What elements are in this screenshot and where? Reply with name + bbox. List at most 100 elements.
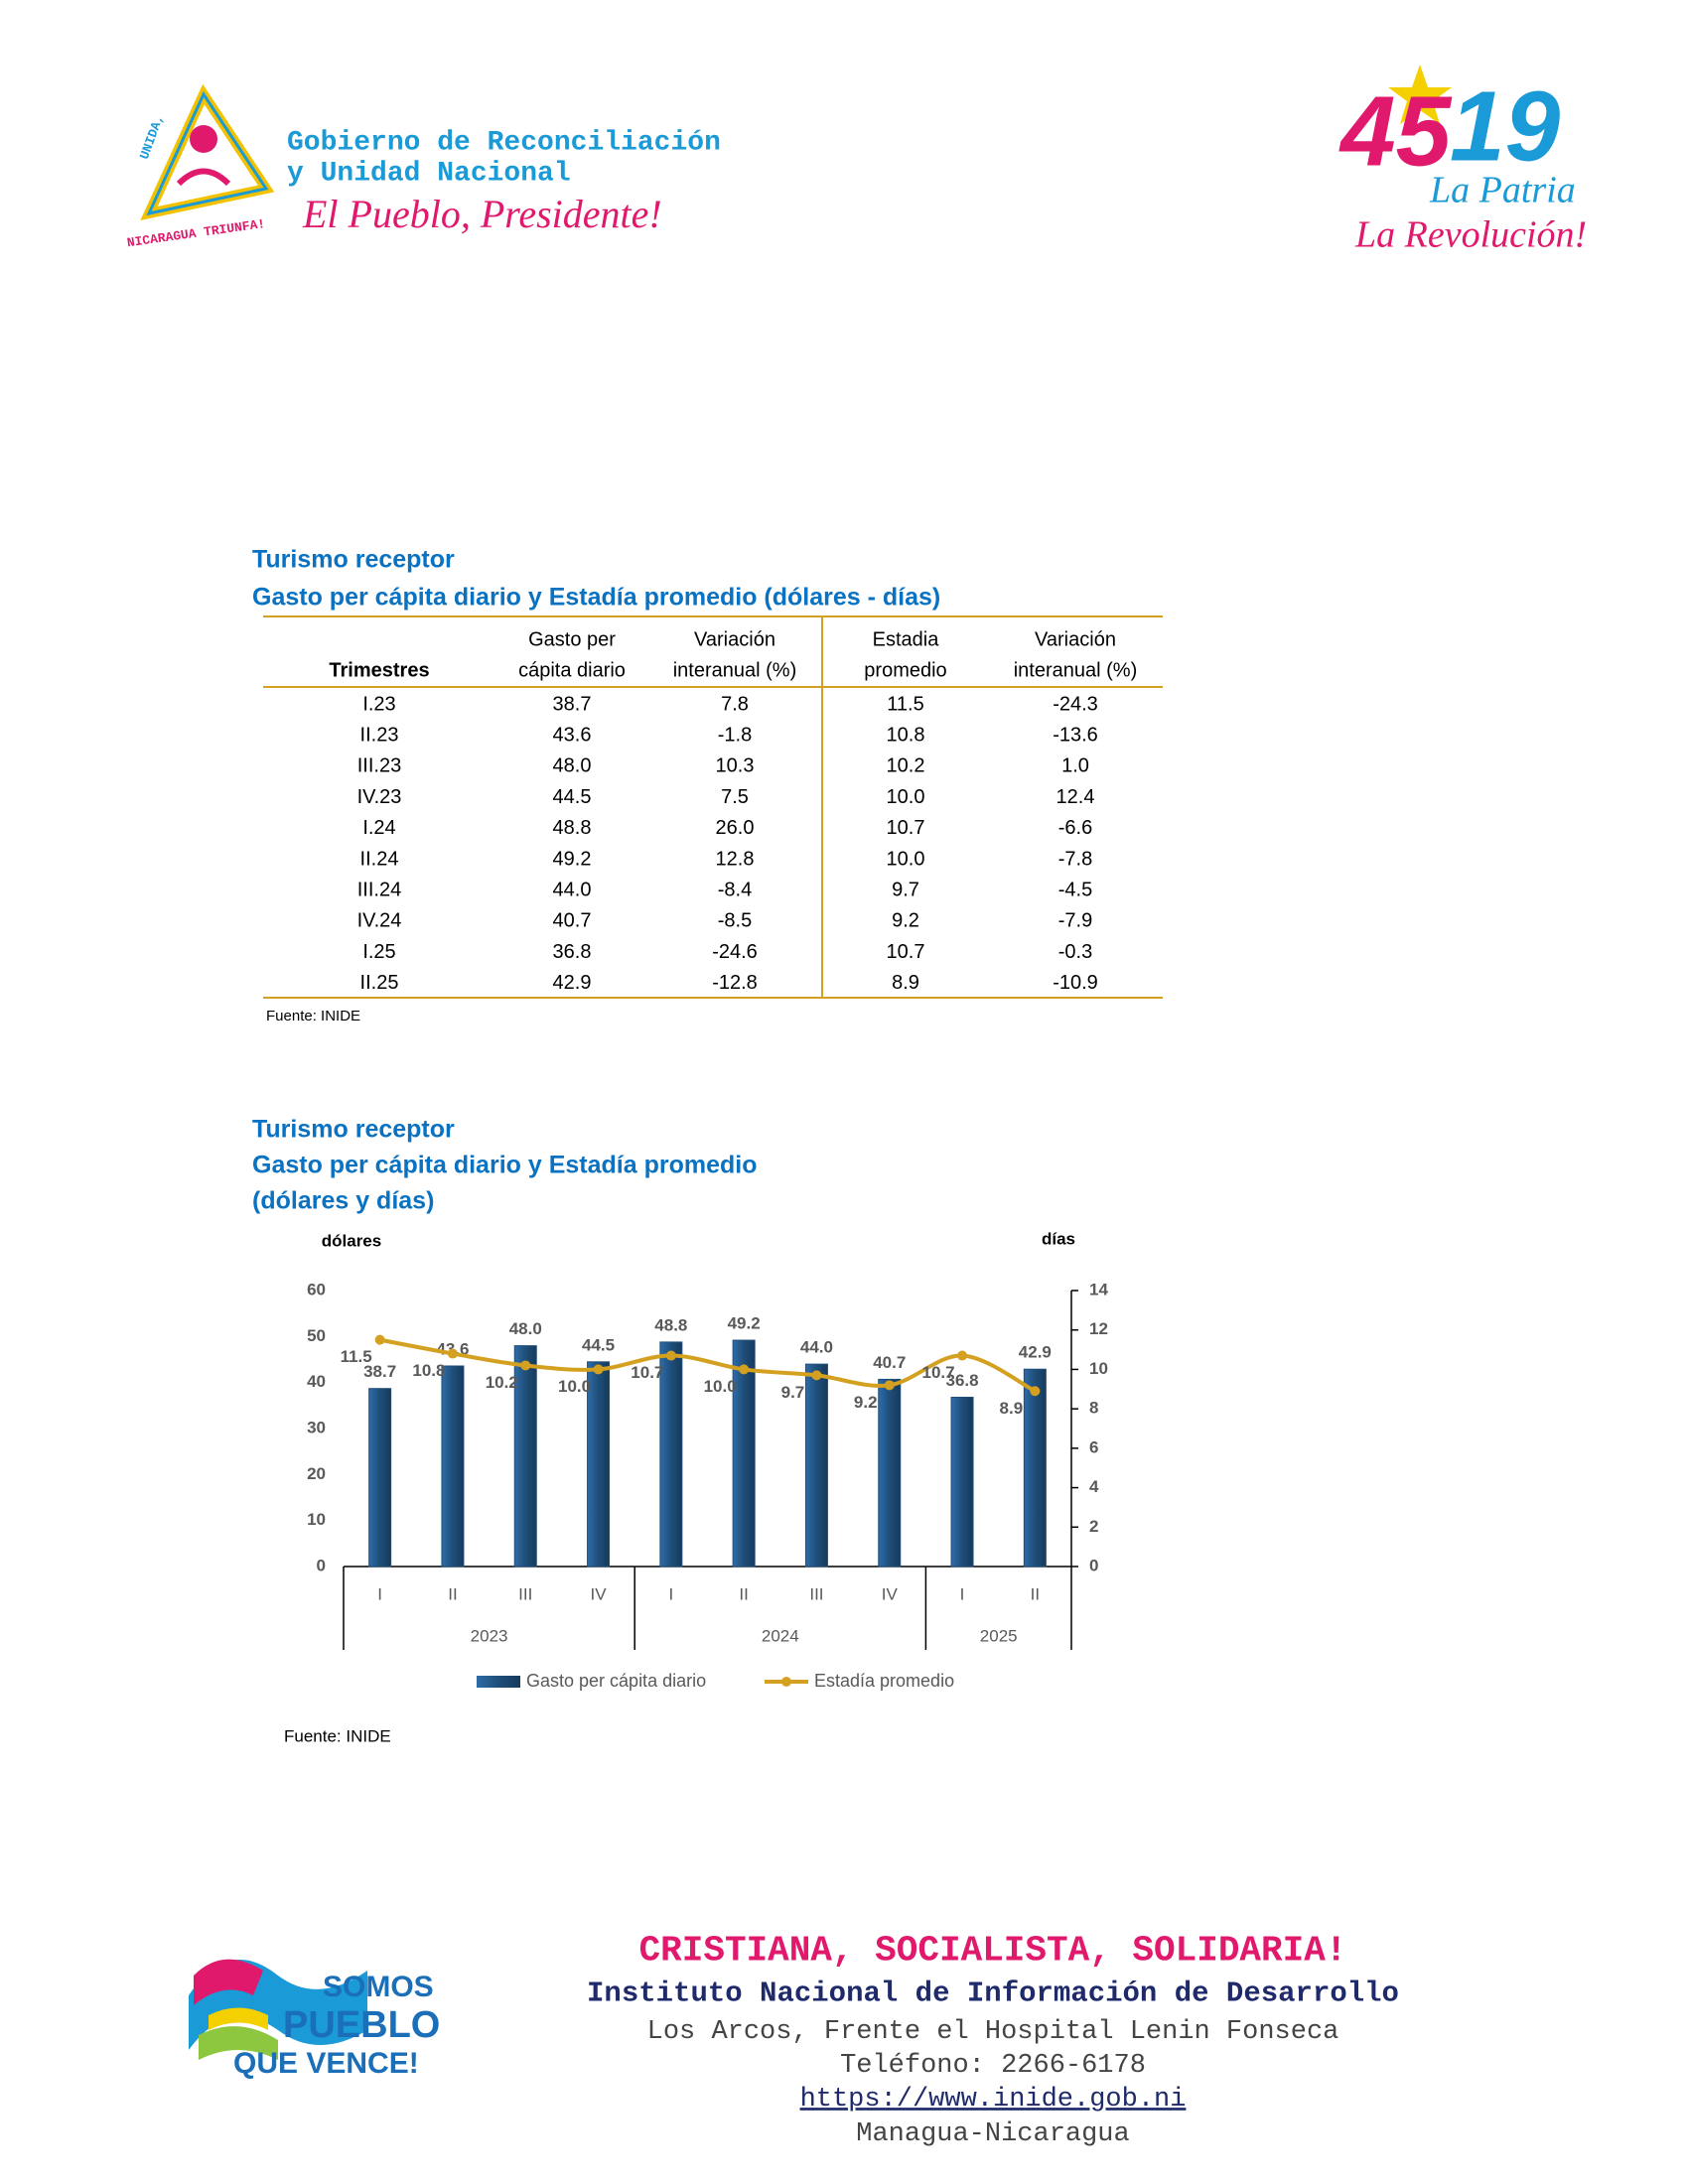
data-label: 48.0: [509, 1319, 542, 1338]
bar: [1023, 1368, 1047, 1568]
table-subtitle: Gasto per cápita diario y Estadía promed…: [252, 584, 940, 612]
bar: [950, 1396, 974, 1568]
table-cell: -4.5: [1058, 879, 1092, 900]
city: Managua-Nicaragua: [856, 2119, 1129, 2149]
logo-text: SOMOS: [323, 1971, 434, 2003]
table-cell: -13.6: [1053, 724, 1098, 746]
line-point: [665, 1350, 676, 1361]
y-axis-label: dólares: [322, 1231, 381, 1250]
table-cell: 40.7: [553, 910, 592, 932]
line-point: [593, 1364, 604, 1375]
column-header: Variación: [694, 628, 775, 650]
table-cell: 26.0: [716, 817, 755, 839]
table-cell: 42.9: [553, 972, 592, 994]
table-cell: -1.8: [718, 724, 752, 746]
table-cell: 8.9: [892, 972, 919, 994]
line-point: [520, 1360, 531, 1371]
x-tick-label: I: [960, 1584, 965, 1603]
table-cell: 9.2: [892, 910, 919, 932]
data-label: 10.8: [412, 1361, 445, 1380]
chart-title: (dólares y días): [252, 1187, 434, 1215]
table-cell: I.23: [362, 693, 395, 715]
column-header: Gasto per: [528, 628, 616, 650]
phone: Teléfono: 2266-6178: [840, 2051, 1146, 2081]
table-cell: -24.3: [1053, 693, 1098, 715]
data-label: 10.7: [922, 1363, 955, 1382]
table-cell: 10.8: [887, 724, 925, 746]
x-group-label: 2023: [471, 1626, 508, 1645]
table-cell: II.25: [360, 972, 399, 994]
y-tick-label: 50: [307, 1326, 326, 1345]
table-cell: 10.3: [716, 755, 755, 777]
bar: [368, 1388, 392, 1568]
y2-tick-label: 0: [1089, 1556, 1098, 1574]
y2-tick-label: 10: [1089, 1359, 1108, 1378]
data-label: 48.8: [654, 1315, 687, 1334]
bar: [659, 1341, 683, 1568]
y2-tick-label: 6: [1089, 1437, 1098, 1456]
chart-title: Turismo receptor: [252, 1116, 455, 1144]
data-label: 38.7: [363, 1362, 396, 1381]
table-cell: I.25: [362, 941, 395, 963]
chart-source: Fuente: INIDE: [284, 1726, 391, 1745]
column-header: Variación: [1035, 628, 1116, 650]
column-header: cápita diario: [518, 659, 626, 681]
y-tick-label: 20: [307, 1464, 326, 1483]
table-cell: 49.2: [553, 848, 592, 870]
table-cell: 10.0: [887, 786, 925, 808]
legend-swatch: [781, 1677, 791, 1687]
logo-text: y Unidad Nacional: [287, 158, 571, 189]
table: Trimestres Gasto per cápita diario Variació…: [263, 615, 1163, 999]
legend-label: Estadía promedio: [814, 1671, 954, 1691]
table-cell: 48.8: [553, 817, 592, 839]
table-cell: 11.5: [887, 693, 923, 715]
line-point: [374, 1334, 385, 1345]
data-label: 10.0: [704, 1377, 737, 1396]
logo-text: PUEBLO: [283, 2004, 440, 2046]
data-label: 36.8: [946, 1371, 979, 1390]
address: Los Arcos, Frente el Hospital Lenin Fons…: [647, 2017, 1339, 2047]
data-label: 42.9: [1019, 1343, 1052, 1362]
url[interactable]: https://www.inide.gob.ni: [800, 2085, 1187, 2115]
x-tick-label: III: [518, 1584, 532, 1603]
column-header: interanual (%): [673, 659, 797, 681]
x-group-label: 2024: [762, 1626, 799, 1645]
x-tick-label: II: [448, 1584, 457, 1603]
legend-swatch: [477, 1676, 520, 1688]
line-point: [447, 1348, 458, 1359]
table-cell: III.23: [357, 755, 401, 777]
x-tick-label: I: [377, 1584, 382, 1603]
y2-tick-label: 4: [1089, 1477, 1099, 1496]
data-label: 9.7: [781, 1383, 805, 1402]
legend-label: Gasto per cápita diario: [526, 1671, 706, 1691]
line-point: [811, 1370, 822, 1381]
table-cell: 10.0: [887, 848, 925, 870]
logo-text: La Patria: [1429, 170, 1576, 211]
x-tick-label: I: [668, 1584, 673, 1603]
table-cell: -7.9: [1058, 910, 1092, 932]
data-label: 11.5: [341, 1347, 372, 1366]
data-label: 9.2: [854, 1393, 878, 1412]
x-tick-label: IV: [591, 1584, 608, 1603]
table-cell: -8.4: [718, 879, 752, 900]
footer-logo: SOMOS PUEBLO QUE VENCE!: [189, 1959, 440, 2080]
table-cell: -12.8: [712, 972, 758, 994]
table-cell: III.24: [357, 879, 401, 900]
bar: [587, 1361, 611, 1568]
data-label: 10.0: [558, 1377, 591, 1396]
table-cell: 44.5: [553, 786, 592, 808]
data-label: 10.2: [486, 1373, 518, 1392]
table-cell: IV.24: [357, 910, 402, 932]
bar: [878, 1378, 902, 1568]
y-tick-label: 60: [307, 1280, 326, 1298]
table-cell: 36.8: [553, 941, 592, 963]
table-cell: -7.8: [1058, 848, 1092, 870]
table-cell: 48.0: [553, 755, 592, 777]
table-cell: -0.3: [1058, 941, 1092, 963]
x-tick-label: II: [1031, 1584, 1040, 1603]
table-cell: IV.23: [357, 786, 402, 808]
y2-tick-label: 12: [1089, 1319, 1108, 1338]
table-cell: 43.6: [553, 724, 592, 746]
x-tick-label: III: [809, 1584, 823, 1603]
table-cell: 7.8: [721, 693, 749, 715]
